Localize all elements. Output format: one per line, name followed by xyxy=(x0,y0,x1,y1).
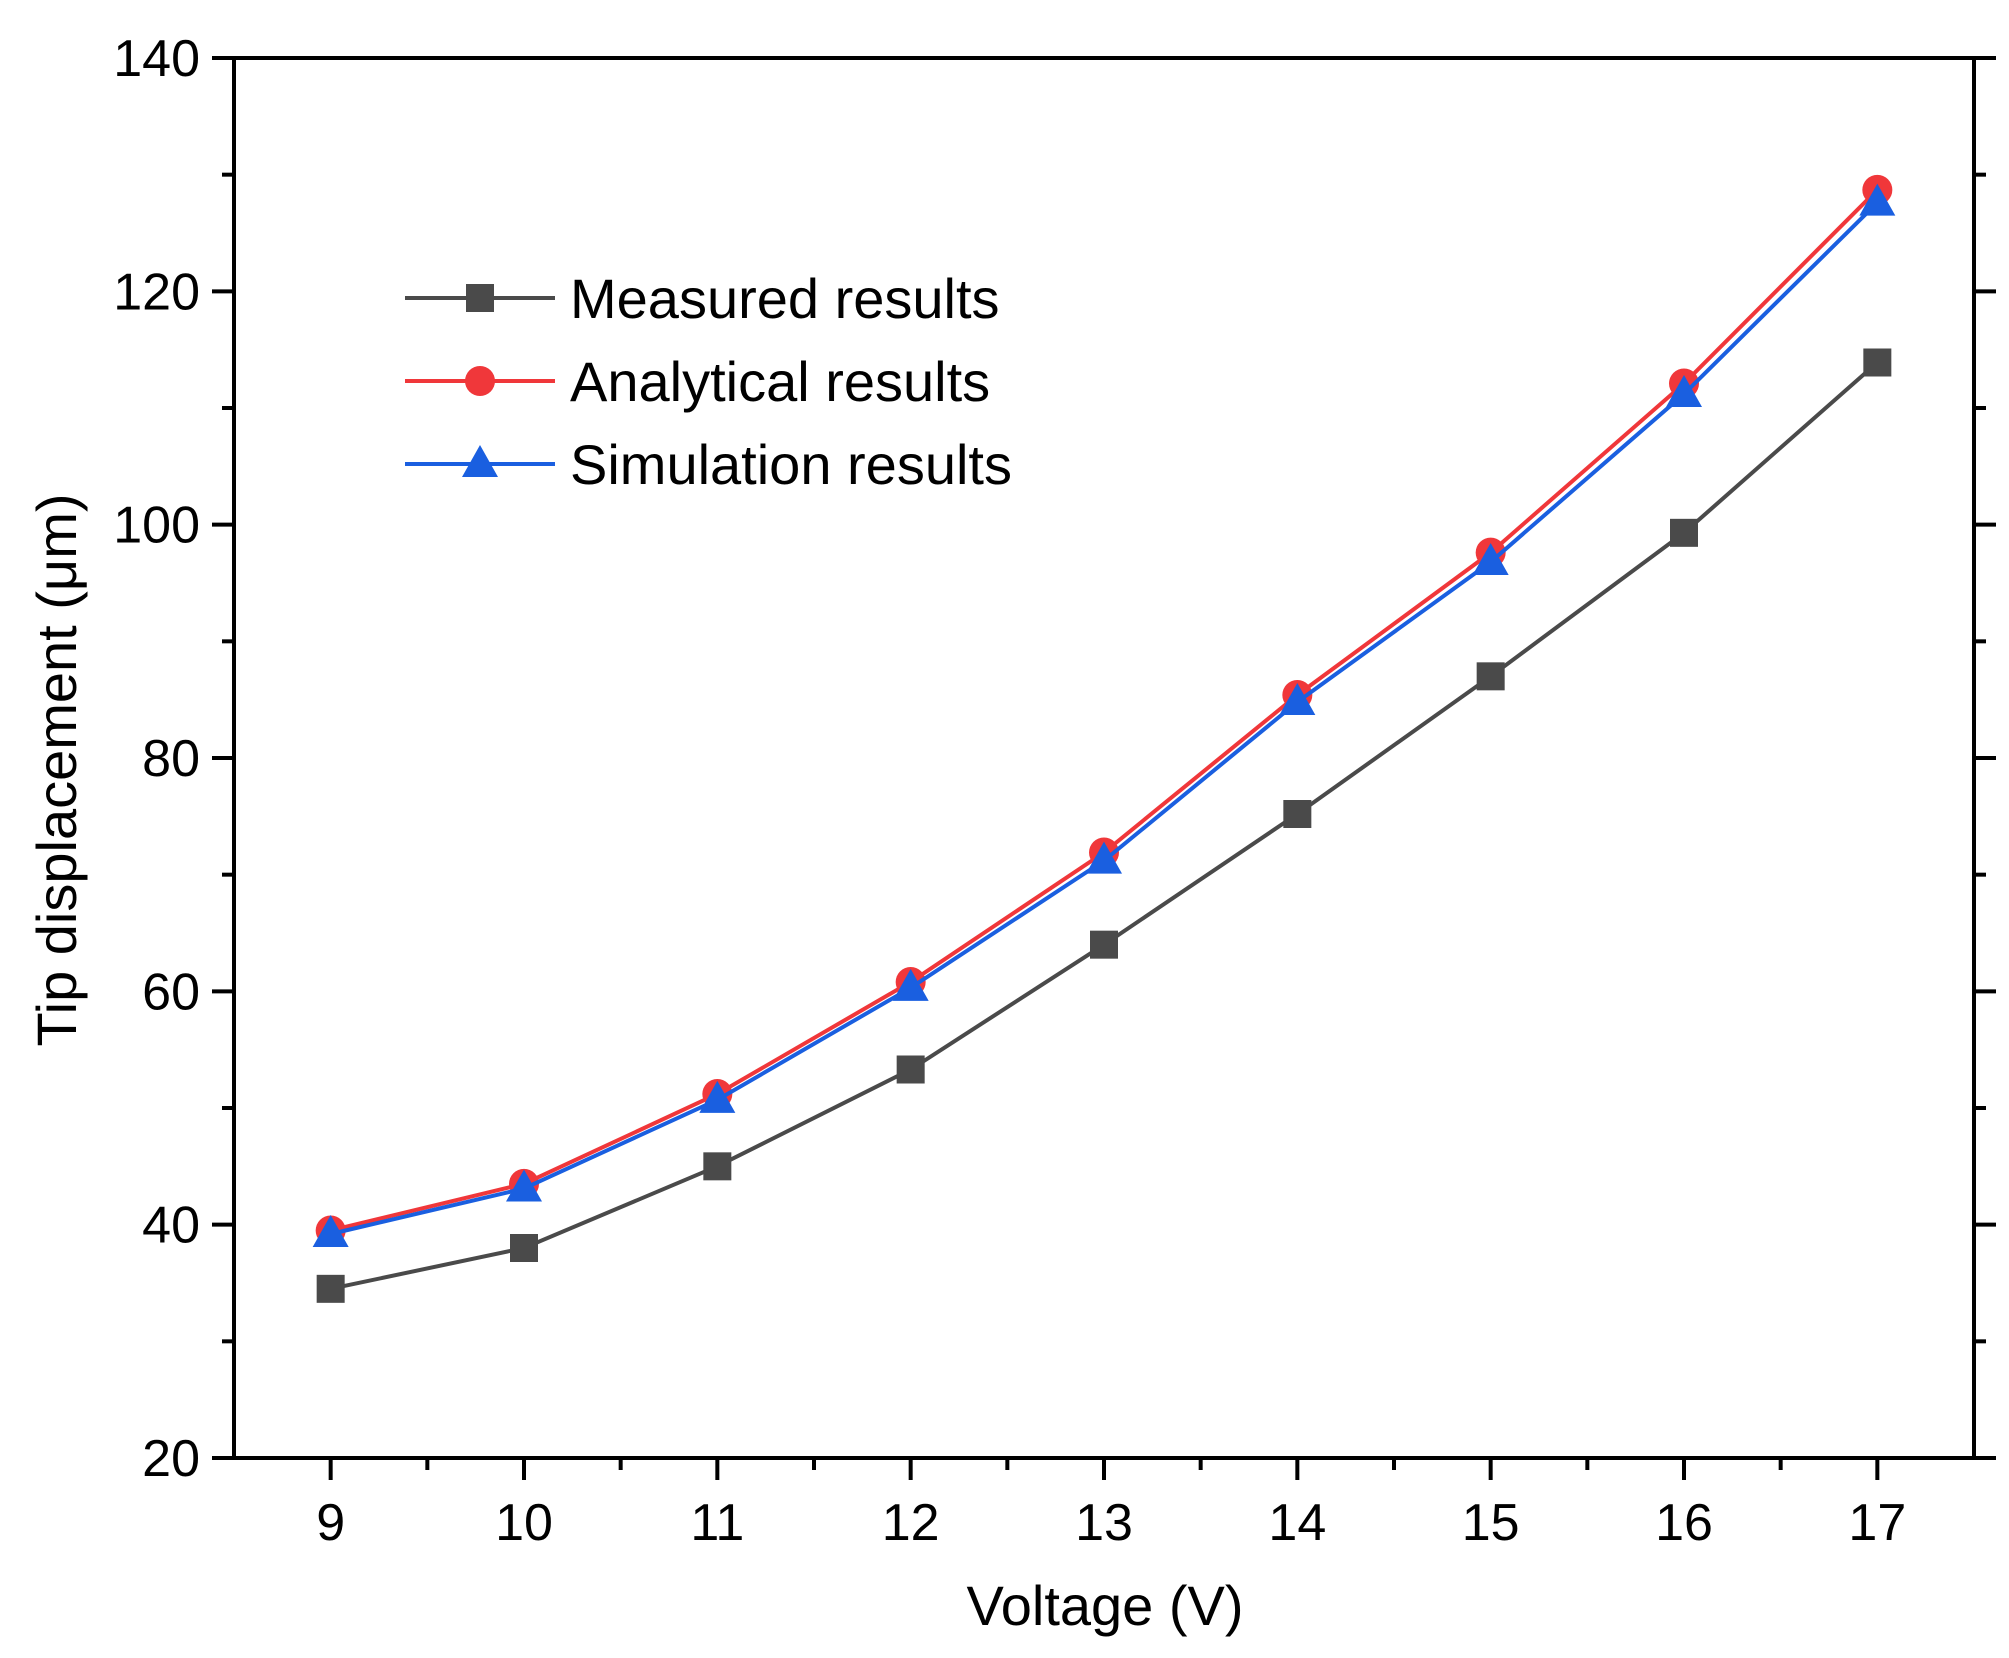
y-tick-label-60: 60 xyxy=(142,963,200,1021)
x-tick-label-10: 10 xyxy=(495,1494,553,1552)
data-point-simulation-13 xyxy=(1086,841,1122,874)
legend-marker-simulation xyxy=(462,445,498,477)
data-point-measured-11 xyxy=(703,1152,732,1181)
data-point-simulation-15 xyxy=(1472,543,1509,575)
series-line-analytical xyxy=(330,188,1879,1233)
y-tick-label-80: 80 xyxy=(142,730,200,788)
ticks-group: 20 40 60 80 100 120 140 9 10 11 12 13 14 15 16 17 xyxy=(113,30,1996,1552)
data-point-measured-9 xyxy=(316,1274,345,1303)
y-tick-label-120: 120 xyxy=(113,263,200,321)
data-point-simulation-11 xyxy=(699,1080,736,1113)
x-tick-label-14: 14 xyxy=(1268,1494,1326,1552)
y-axis-title: Tip displacement (μm) xyxy=(25,494,88,1047)
data-point-measured-14 xyxy=(1283,800,1312,828)
data-point-simulation-10 xyxy=(506,1169,542,1202)
data-point-measured-17 xyxy=(1863,348,1892,377)
x-tick-label-17: 17 xyxy=(1848,1494,1906,1552)
plot-frame-group xyxy=(232,56,1976,1460)
series-group xyxy=(312,174,1896,1303)
data-point-measured-10 xyxy=(510,1234,538,1262)
legend-label-simulation: Simulation results xyxy=(570,433,1012,496)
data-point-simulation-9 xyxy=(312,1215,349,1247)
x-axis-title: Voltage (V) xyxy=(966,1574,1243,1637)
series-analytical xyxy=(315,174,1893,1246)
series-line-simulation xyxy=(330,201,1879,1236)
series-measured xyxy=(316,348,1892,1303)
legend-marker-analytical xyxy=(465,366,495,396)
y-tick-label-40: 40 xyxy=(142,1197,200,1255)
x-tick-label-9: 9 xyxy=(316,1494,345,1552)
data-point-simulation-16 xyxy=(1666,375,1702,407)
data-point-measured-16 xyxy=(1670,518,1698,547)
x-tick-label-16: 16 xyxy=(1655,1494,1713,1552)
x-tick-label-11: 11 xyxy=(690,1494,744,1552)
data-point-simulation-14 xyxy=(1279,683,1316,715)
y-tick-label-140: 140 xyxy=(113,30,200,88)
series-line-measured xyxy=(330,360,1879,1291)
data-point-measured-15 xyxy=(1476,662,1505,691)
y-tick-label-100: 100 xyxy=(113,497,200,555)
y-tick-label-20: 20 xyxy=(142,1430,200,1488)
data-point-measured-12 xyxy=(896,1055,925,1084)
x-tick-label-13: 13 xyxy=(1075,1494,1133,1552)
x-tick-label-15: 15 xyxy=(1462,1494,1520,1552)
x-tick-label-12: 12 xyxy=(882,1494,940,1552)
legend-label-measured: Measured results xyxy=(570,267,1000,330)
data-point-measured-13 xyxy=(1090,930,1118,959)
plot-frame xyxy=(232,56,1976,1460)
series-simulation xyxy=(312,183,1896,1247)
legend: Measured results Analytical results Simula… xyxy=(405,267,1012,496)
legend-label-analytical: Analytical results xyxy=(570,350,990,413)
data-point-simulation-12 xyxy=(892,968,929,1001)
data-point-simulation-17 xyxy=(1859,183,1896,216)
legend-marker-measured xyxy=(466,284,494,312)
